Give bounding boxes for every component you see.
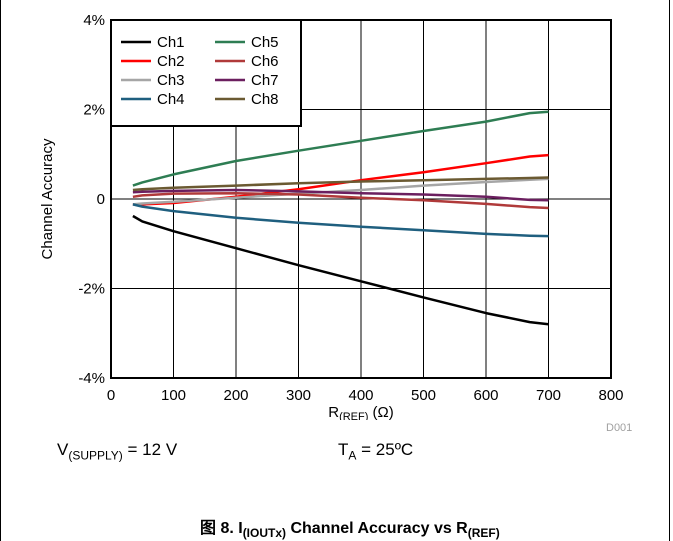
supply-voltage-note: V(SUPPLY) = 12 V [57, 440, 178, 463]
legend-box [110, 19, 302, 127]
legend-label: Ch8 [251, 91, 279, 108]
series-line-ch6 [132, 191, 549, 210]
x-tick-labels: 0 100 200 300 400 500 600 700 800 [107, 387, 624, 404]
legend-label: Ch5 [251, 34, 279, 51]
line-chart: 0 100 200 300 400 500 600 700 800 -4% -2% 0 2% 4% Ch… [39, 12, 624, 420]
y-tick-label: 0 [97, 191, 105, 208]
series-line-ch7 [132, 188, 549, 202]
x-tick-label: 100 [161, 387, 186, 404]
legend-label: Ch4 [157, 91, 185, 108]
legend-label: Ch2 [157, 53, 185, 70]
x-axis-title: R(REF) (Ω) [328, 404, 394, 420]
series-line-ch5 [132, 110, 549, 187]
x-tick-label: 600 [473, 387, 498, 404]
x-tick-label: 700 [536, 387, 561, 404]
x-tick-label: 500 [411, 387, 436, 404]
y-axis-title: Channel Accuracy [39, 138, 56, 259]
series-line-ch4 [132, 203, 549, 238]
plot-border [110, 19, 612, 379]
legend: Ch1 Ch2 Ch3 Ch4 Ch5 Ch6 Ch7 Ch8 [110, 19, 302, 127]
legend-label: Ch3 [157, 72, 185, 89]
y-tick-labels: -4% -2% 0 2% 4% [78, 12, 105, 387]
series-line-ch1 [132, 214, 549, 326]
x-tick-label: 300 [286, 387, 311, 404]
series-line-ch8 [132, 176, 549, 192]
y-tick-label: 4% [83, 12, 105, 29]
legend-label: Ch1 [157, 34, 185, 51]
x-tick-label: 0 [107, 387, 115, 404]
y-tick-label: -2% [78, 281, 105, 298]
x-tick-label: 400 [348, 387, 373, 404]
x-tick-label: 200 [223, 387, 248, 404]
figure-caption: 图 8. I(IOUTx) Channel Accuracy vs R(REF) [200, 520, 500, 541]
legend-label: Ch6 [251, 53, 279, 70]
legend-label: Ch7 [251, 72, 279, 89]
y-tick-label: -4% [78, 370, 105, 387]
figure-code: D001 [606, 422, 633, 434]
x-tick-label: 800 [598, 387, 623, 404]
temperature-note: TA = 25ºC [338, 440, 414, 463]
y-tick-label: 2% [83, 102, 105, 119]
series-lines [132, 110, 549, 326]
